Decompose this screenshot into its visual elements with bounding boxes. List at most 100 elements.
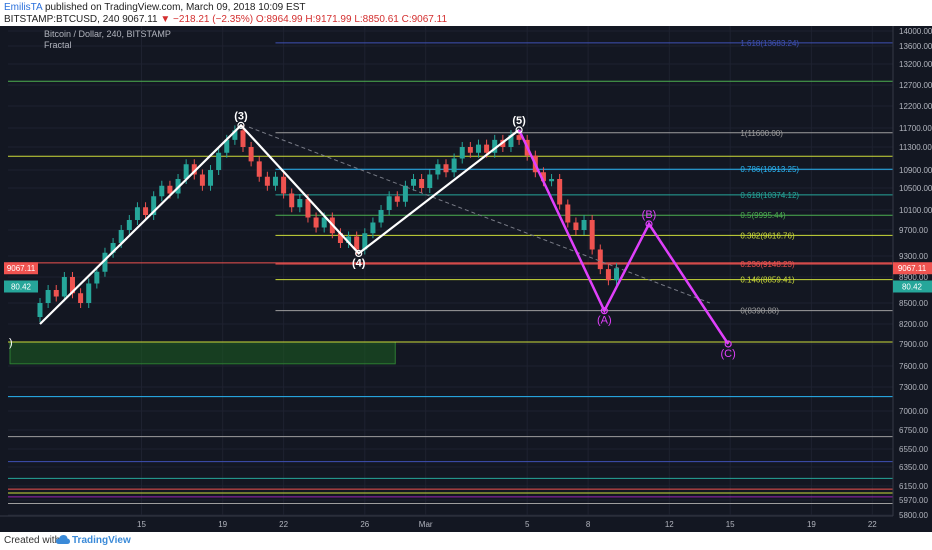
wave-label: (3) bbox=[234, 110, 248, 122]
candle-body bbox=[37, 303, 43, 317]
fib-level-label: 1.618(13683.24) bbox=[740, 39, 799, 48]
candle-body bbox=[110, 243, 116, 253]
candle-body bbox=[467, 147, 473, 153]
time-tick-label: 8 bbox=[586, 520, 591, 529]
time-tick-label: 19 bbox=[807, 520, 816, 529]
candle-body bbox=[69, 277, 75, 294]
time-tick-label: 26 bbox=[360, 520, 369, 529]
price-tick-label: 9700.00 bbox=[899, 226, 928, 235]
candle-body bbox=[386, 196, 392, 210]
price-tick-label: 11700.00 bbox=[899, 124, 932, 133]
candle-body bbox=[459, 147, 465, 159]
candle-body bbox=[256, 161, 262, 177]
ohlc-line: BITSTAMP:BTCUSD, 240 9067.11 ▼ −218.21 (… bbox=[4, 14, 447, 25]
price-tick-label: 6350.00 bbox=[899, 463, 928, 472]
tradingview-logo[interactable]: TradingView bbox=[72, 535, 131, 546]
demand-zone-box bbox=[9, 341, 396, 365]
fib-retracement[interactable]: 1.618(13683.24) 1(11600.00) 0.786(10913.25… bbox=[275, 39, 893, 316]
price-tags: 9067.11 9067.11 80.42 80.42 bbox=[4, 262, 932, 293]
price-tick-label: 5970.00 bbox=[899, 496, 928, 505]
author-link[interactable]: EmilisTA bbox=[4, 2, 43, 13]
candle-body bbox=[167, 185, 173, 194]
candle-body bbox=[248, 147, 254, 162]
candle-body bbox=[516, 135, 522, 140]
time-tick-label: 19 bbox=[218, 520, 227, 529]
candle-body bbox=[45, 290, 51, 303]
candle-body bbox=[557, 179, 563, 205]
abc-wave-path bbox=[517, 129, 730, 345]
symbol-label: BITSTAMP:BTCUSD, 240 bbox=[4, 14, 120, 25]
time-axis[interactable]: 15 19 22 26 Mar 5 8 12 15 19 22 bbox=[0, 515, 893, 529]
indicator-label: Fractal bbox=[44, 40, 72, 50]
candle-body bbox=[134, 207, 140, 220]
time-tick-label: 22 bbox=[279, 520, 288, 529]
wave-label: (5) bbox=[512, 115, 526, 127]
price-tag-right bbox=[893, 280, 932, 293]
candle-body bbox=[321, 217, 327, 228]
candle-body bbox=[264, 176, 270, 186]
candle-body bbox=[159, 185, 165, 197]
last-price: 9067.11 bbox=[122, 14, 158, 25]
fib-level-label: 0.618(10374.12) bbox=[740, 191, 799, 200]
candle-body bbox=[354, 236, 360, 250]
candle-body bbox=[475, 144, 481, 153]
price-tick-label: 13600.00 bbox=[899, 42, 932, 51]
fib-level-label: 0.786(10913.25) bbox=[740, 165, 799, 174]
chart-title: Bitcoin / Dollar, 240, BITSTAMP bbox=[44, 29, 171, 39]
candle-body bbox=[411, 179, 417, 186]
candle-body bbox=[451, 158, 457, 173]
candle-body bbox=[102, 252, 108, 272]
chart-header: EmilisTA published on TradingView.com, M… bbox=[0, 0, 932, 26]
fib-level-label: 0.146(8859.41) bbox=[740, 276, 795, 285]
candle-body bbox=[183, 164, 189, 179]
price-tick-label: 5800.00 bbox=[899, 511, 928, 520]
candle-body bbox=[614, 268, 620, 281]
wave-label: (A) bbox=[597, 315, 612, 327]
candle-body bbox=[232, 130, 238, 140]
wave-point bbox=[600, 307, 608, 315]
price-tick-label: 9300.00 bbox=[899, 252, 928, 261]
time-tick-label: 5 bbox=[525, 520, 530, 529]
candle-body bbox=[61, 277, 67, 297]
price-tick-label: 8900.00 bbox=[899, 273, 928, 282]
price-tick-label: 7300.00 bbox=[899, 383, 928, 392]
wave-label: (B) bbox=[642, 209, 657, 221]
price-tick-label: 12700.00 bbox=[899, 81, 932, 90]
candle-body bbox=[581, 220, 587, 230]
fib-level-label: 0.5(9995.44) bbox=[740, 211, 786, 220]
candle-body bbox=[208, 170, 214, 186]
price-tag-left-label: 9067.11 bbox=[7, 264, 36, 273]
footer: Created with TradingView bbox=[0, 532, 932, 550]
wave-paths[interactable] bbox=[39, 123, 730, 345]
candle-body bbox=[199, 174, 205, 186]
candle-body bbox=[118, 230, 124, 243]
price-tick-label: 7600.00 bbox=[899, 362, 928, 371]
impulse-wave-path bbox=[39, 123, 520, 325]
price-chart[interactable]: 1.618(13683.24) 1(11600.00) 0.786(10913.25… bbox=[0, 26, 932, 532]
publish-line: EmilisTA published on TradingView.com, M… bbox=[4, 2, 305, 13]
open-value: O:8964.99 bbox=[255, 14, 303, 25]
close-value: C:9067.11 bbox=[401, 14, 448, 25]
candles bbox=[37, 125, 620, 322]
candle-body bbox=[402, 185, 408, 202]
wave-label: (C) bbox=[721, 348, 736, 360]
price-tick-label: 6550.00 bbox=[899, 445, 928, 454]
price-tick-label: 11300.00 bbox=[899, 143, 932, 152]
candle-body bbox=[216, 152, 222, 170]
candle-body bbox=[565, 204, 571, 223]
wave-point bbox=[515, 126, 523, 134]
price-tick-label: 13200.00 bbox=[899, 60, 932, 69]
price-tick-label: 10500.00 bbox=[899, 184, 932, 193]
candle-body bbox=[272, 176, 278, 186]
candle-body bbox=[540, 172, 546, 182]
candle-body bbox=[427, 174, 433, 188]
candle-body bbox=[362, 233, 368, 250]
time-tick-label: 12 bbox=[665, 520, 674, 529]
candle-body bbox=[126, 220, 132, 230]
horizontal-lines bbox=[8, 80, 893, 505]
fib-level-label: 0.236(9148.23) bbox=[740, 260, 795, 269]
wave-point bbox=[724, 340, 732, 348]
price-tick-label: 12200.00 bbox=[899, 102, 932, 111]
trendline[interactable] bbox=[248, 126, 711, 304]
price-axis[interactable]: 14000.00 13600.00 13200.00 12700.00 12200.00… bbox=[892, 26, 932, 520]
